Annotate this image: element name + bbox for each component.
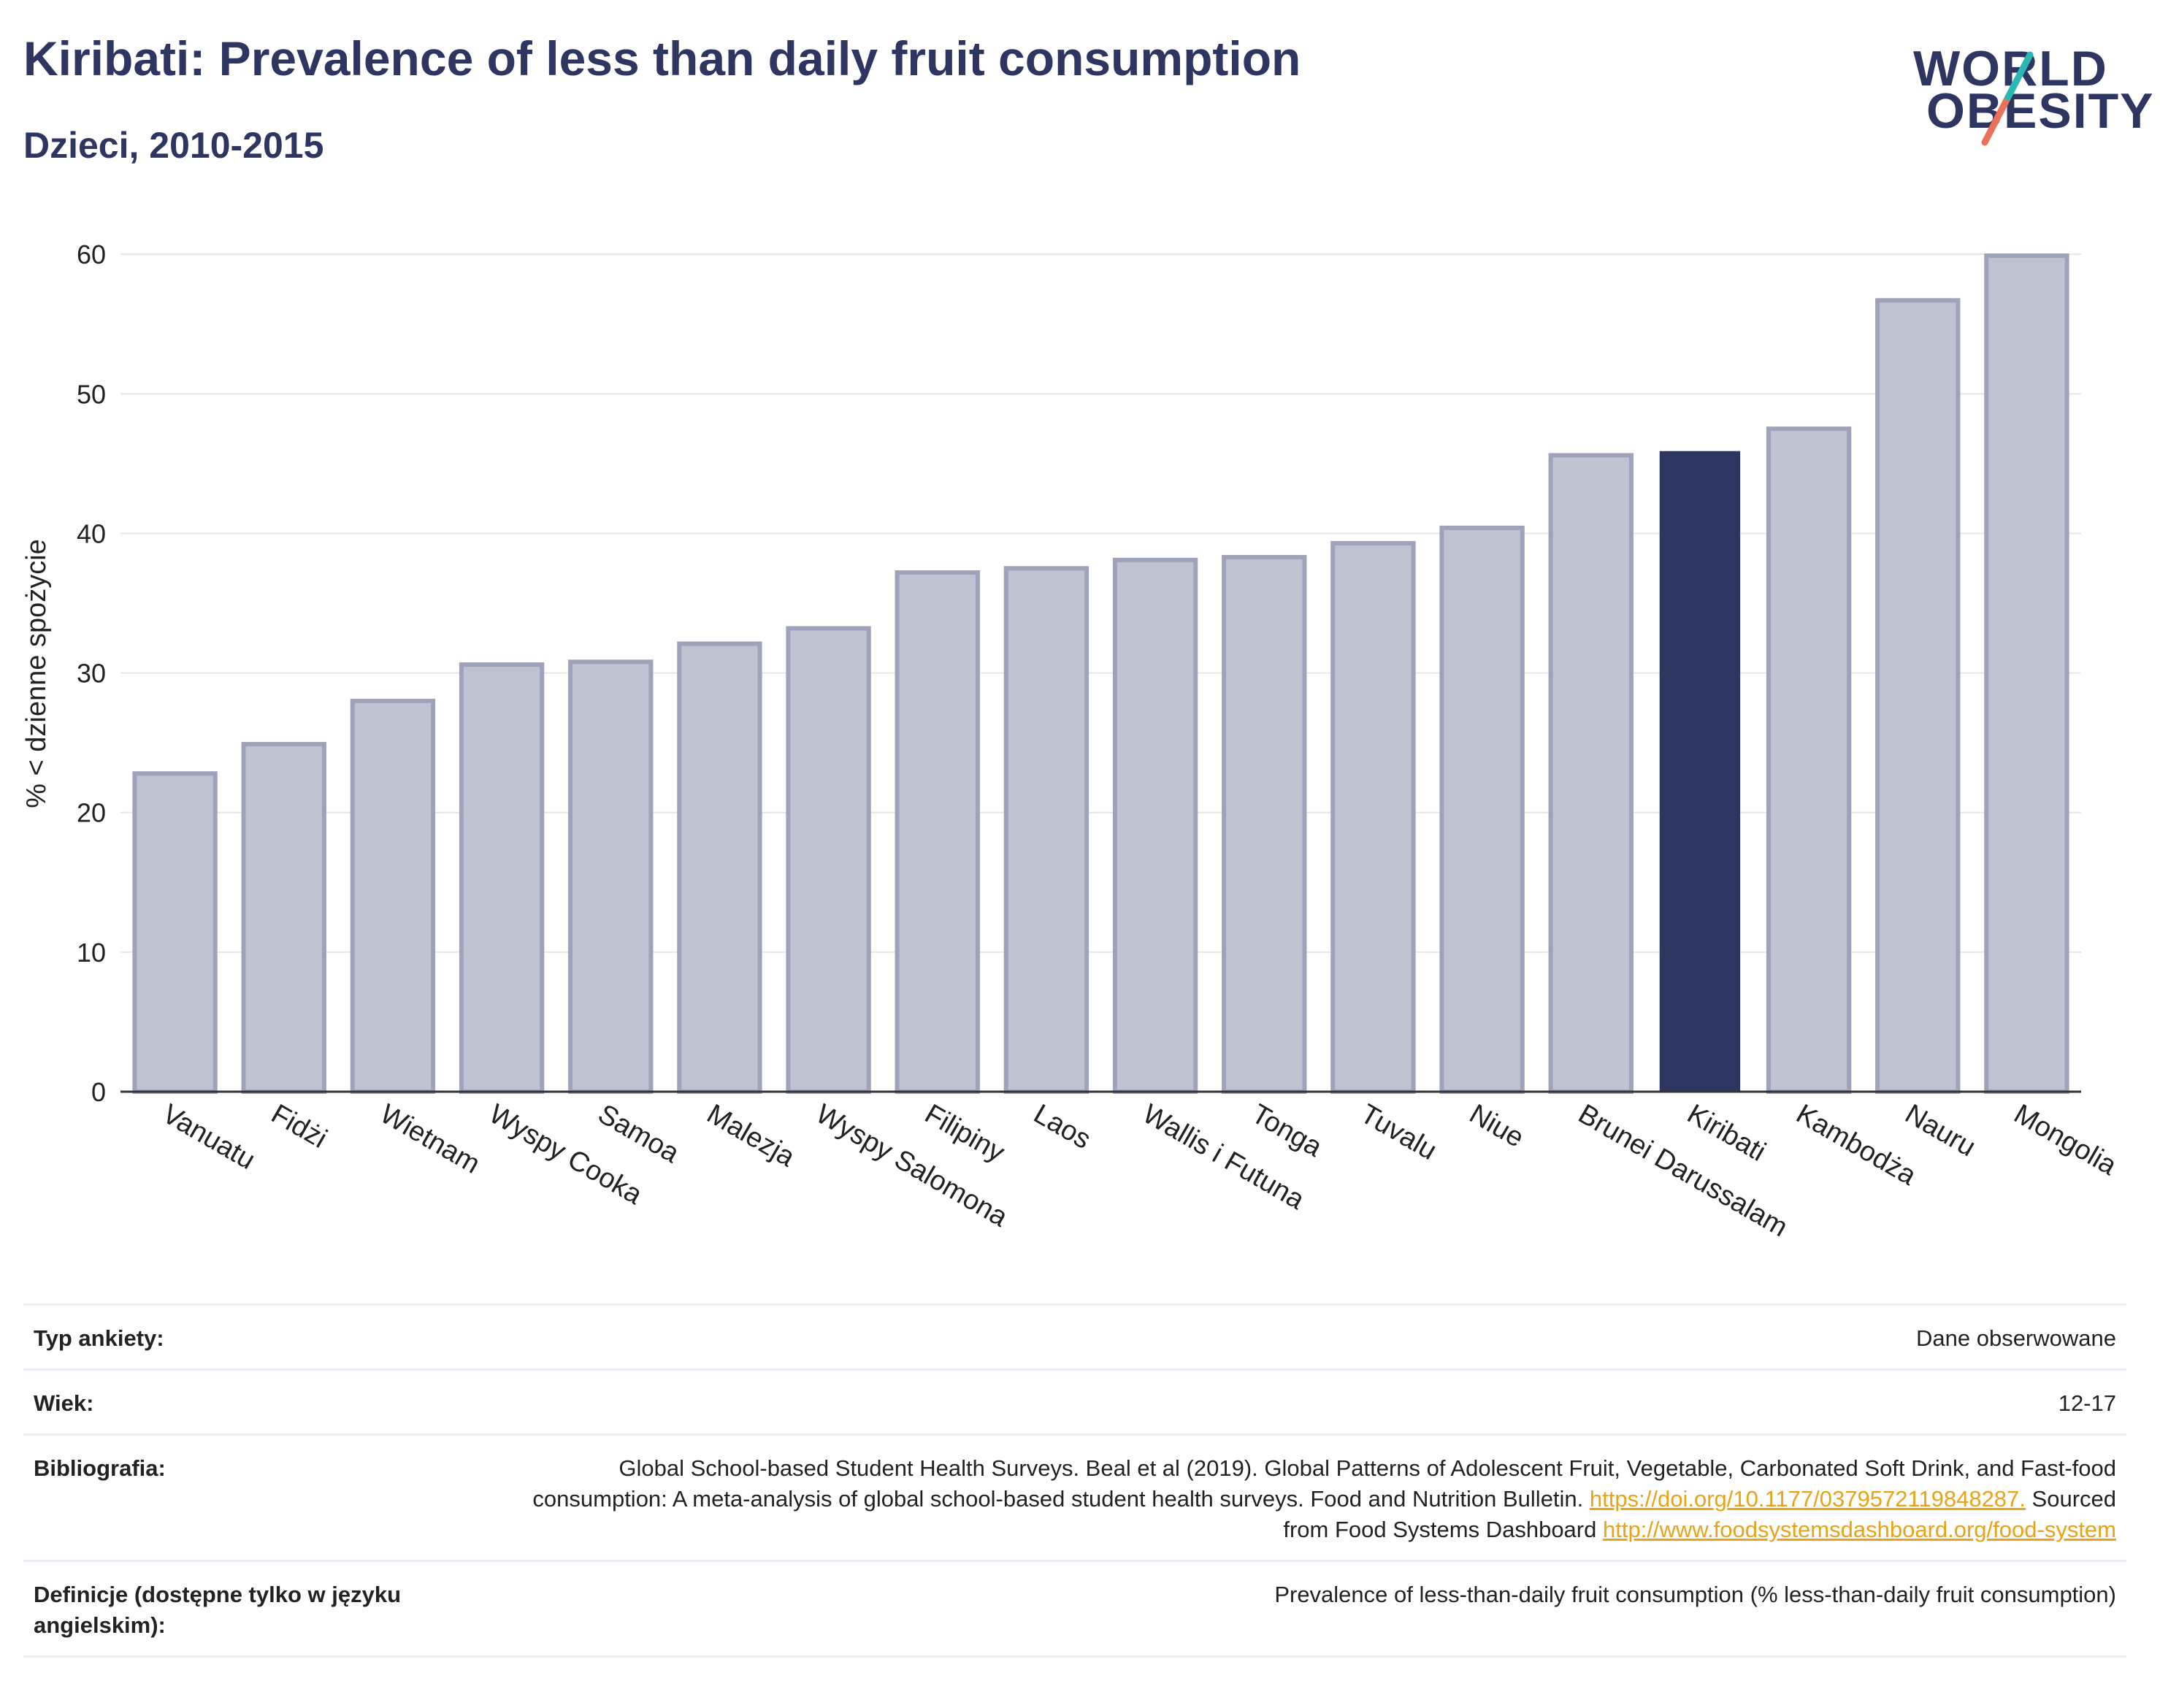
bar bbox=[568, 659, 654, 1094]
x-tick-label: Kiribati bbox=[1682, 1098, 1771, 1167]
x-tick-label: Mongolia bbox=[2009, 1098, 2122, 1182]
x-tick-label: Malezja bbox=[702, 1098, 800, 1173]
bar bbox=[895, 570, 980, 1094]
y-tick-label: 40 bbox=[77, 518, 106, 548]
x-tick-label: Niue bbox=[1464, 1098, 1529, 1153]
bibliography-source-text: Sourced from Food Systems Dashboard bbox=[1283, 1486, 2116, 1542]
doi-link[interactable]: https://doi.org/10.1177/0379572119848287… bbox=[1589, 1486, 2026, 1512]
chart-subtitle: Dzieci, 2010-2015 bbox=[23, 125, 324, 166]
bar bbox=[1875, 298, 1961, 1095]
x-tick-label: Filipiny bbox=[919, 1098, 1009, 1168]
world-obesity-logo[interactable]: WORLD OBESITY bbox=[1906, 33, 2153, 157]
y-tick-label: 60 bbox=[77, 240, 106, 269]
bar bbox=[1984, 253, 2069, 1095]
bar bbox=[459, 662, 545, 1094]
logo-slash-icon bbox=[1981, 51, 2034, 146]
y-tick-label: 10 bbox=[77, 938, 106, 968]
chart-title: Kiribati: Prevalence of less than daily … bbox=[23, 31, 1301, 85]
bar bbox=[1003, 566, 1089, 1094]
bar bbox=[677, 641, 762, 1094]
bar bbox=[1548, 453, 1634, 1094]
meta-row-bibliography: Bibliografia: Global School-based Studen… bbox=[23, 1433, 2126, 1560]
x-tick-label: Brunei Darussalam bbox=[1573, 1098, 1793, 1243]
definition-value: Prevalence of less-than-daily fruit cons… bbox=[1274, 1582, 2116, 1607]
bibliography-text: Global School-based Student Health Surve… bbox=[532, 1455, 2116, 1512]
meta-row-survey-type: Typ ankiety: Dane obserwowane bbox=[23, 1303, 2126, 1368]
x-tick-label: Nauru bbox=[1900, 1098, 1981, 1163]
age-value: 12-17 bbox=[2058, 1390, 2116, 1416]
meta-row-age: Wiek: 12-17 bbox=[23, 1368, 2126, 1433]
bar-highlight bbox=[1659, 451, 1741, 1092]
survey-type-label: Typ ankiety: bbox=[34, 1325, 164, 1351]
bar bbox=[1330, 540, 1416, 1094]
x-tick-label: Wietnam bbox=[375, 1098, 485, 1179]
logo-line-2: OBESITY bbox=[1926, 83, 2155, 139]
bar bbox=[786, 626, 871, 1094]
bar bbox=[132, 771, 218, 1095]
bibliography-value: Global School-based Student Health Surve… bbox=[508, 1453, 2116, 1545]
y-axis-label: % < dzienne spożycie bbox=[21, 539, 52, 808]
metadata-table: Typ ankiety: Dane obserwowane Wiek: 12-1… bbox=[23, 1303, 2126, 1658]
x-tick-label: Laos bbox=[1028, 1098, 1095, 1155]
definition-label: Definicje (dostępne tylko w języku angie… bbox=[34, 1582, 402, 1638]
x-tick-label: Samoa bbox=[593, 1098, 685, 1169]
y-tick-label: 50 bbox=[77, 379, 106, 409]
y-tick-label: 20 bbox=[77, 798, 106, 828]
survey-type-value: Dane obserwowane bbox=[1915, 1325, 2116, 1351]
bar bbox=[1766, 426, 1852, 1094]
gridlines bbox=[120, 253, 2081, 953]
meta-row-definition: Definicje (dostępne tylko w języku angie… bbox=[23, 1560, 2126, 1658]
age-label: Wiek: bbox=[34, 1390, 94, 1416]
bar bbox=[1112, 557, 1198, 1094]
bars bbox=[132, 253, 2069, 1095]
food-systems-link[interactable]: http://www.foodsystemsdashboard.org/food… bbox=[1603, 1517, 2116, 1542]
bar bbox=[350, 698, 436, 1094]
x-tick-label: Tuvalu bbox=[1355, 1098, 1442, 1166]
x-tick-label: Kambodża bbox=[1791, 1098, 1922, 1192]
x-tick-label: Tonga bbox=[1246, 1098, 1328, 1163]
bar bbox=[1439, 525, 1525, 1095]
y-tick-label: 0 bbox=[91, 1077, 106, 1107]
y-axis-ticks: 0 10 20 30 40 50 60 bbox=[77, 240, 106, 1107]
y-tick-label: 30 bbox=[77, 659, 106, 689]
x-tick-label: Wyspy Salomona bbox=[811, 1098, 1014, 1233]
x-tick-label: Vanuatu bbox=[157, 1098, 260, 1176]
x-tick-label: Fidżi bbox=[266, 1098, 332, 1154]
bar bbox=[1222, 554, 1307, 1094]
bibliography-label: Bibliografia: bbox=[34, 1455, 166, 1481]
bar bbox=[241, 742, 326, 1094]
